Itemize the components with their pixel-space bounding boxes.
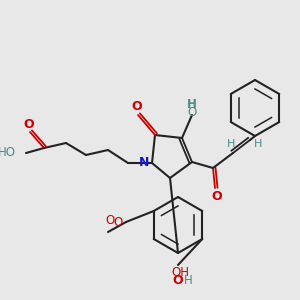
Text: O: O — [132, 100, 142, 113]
Text: H: H — [187, 98, 197, 110]
Text: H: H — [254, 139, 262, 149]
Text: O: O — [24, 118, 34, 130]
Text: OH: OH — [171, 266, 189, 280]
Text: O: O — [173, 274, 183, 287]
Text: HO: HO — [0, 146, 16, 160]
Text: H: H — [227, 139, 235, 149]
Text: O: O — [105, 214, 115, 226]
Text: H: H — [184, 274, 192, 287]
Text: N: N — [139, 157, 149, 169]
Text: O: O — [113, 215, 123, 229]
Text: O: O — [188, 106, 196, 119]
Text: O: O — [212, 190, 222, 202]
